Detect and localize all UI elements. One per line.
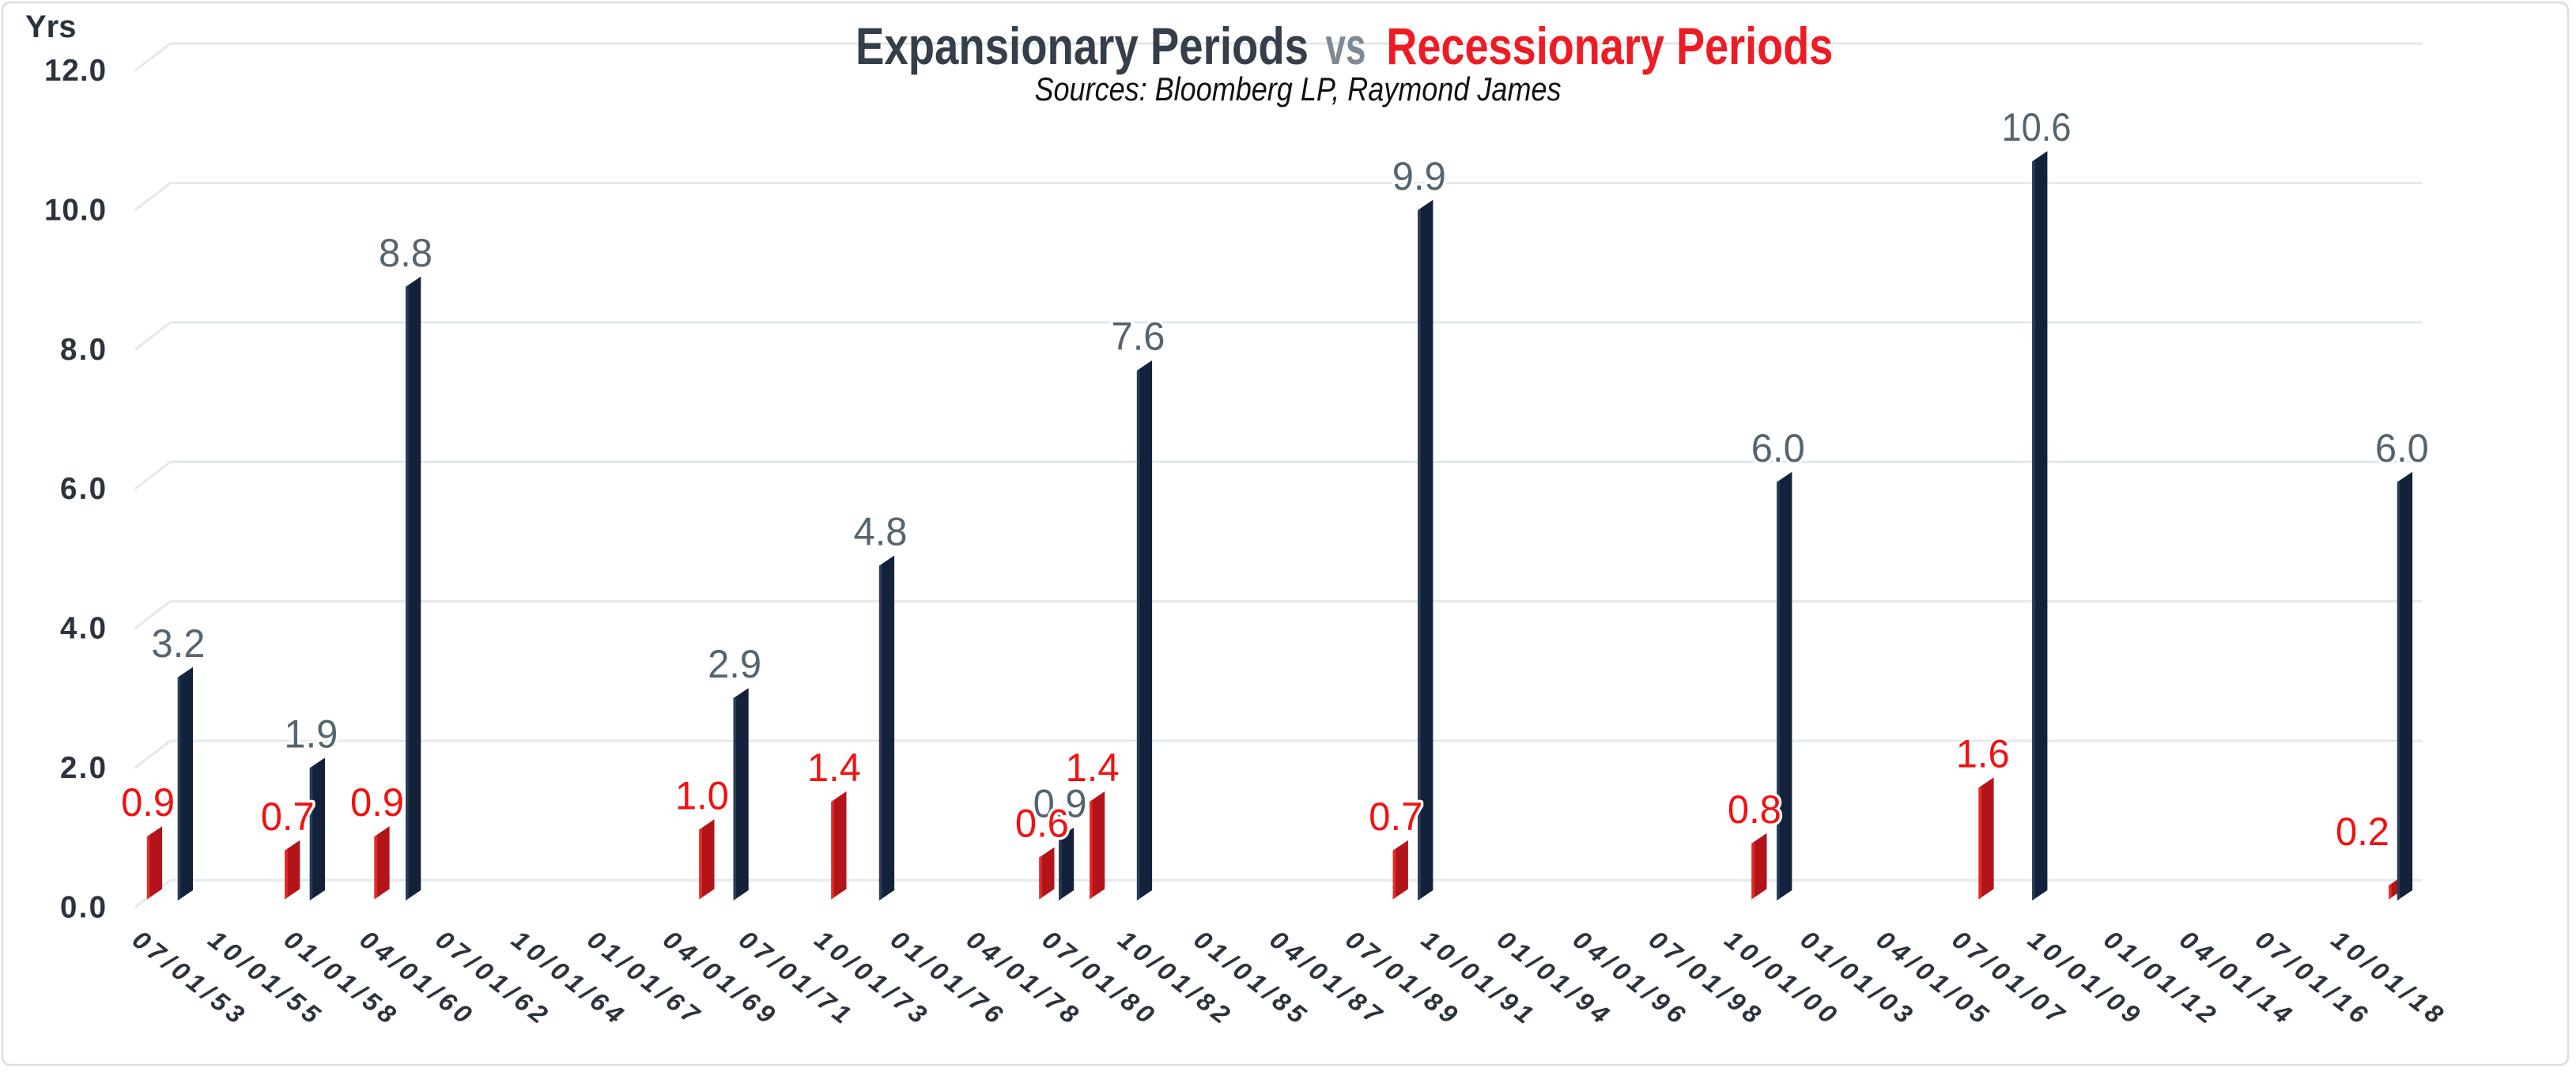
- svg-text:10.0: 10.0: [44, 193, 106, 227]
- svg-text:4.8: 4.8: [854, 510, 908, 554]
- svg-text:3.2: 3.2: [152, 621, 206, 666]
- svg-text:0.9: 0.9: [1033, 782, 1087, 826]
- svg-text:Yrs: Yrs: [25, 9, 77, 44]
- svg-text:0.9: 0.9: [121, 780, 175, 825]
- svg-text:0.7: 0.7: [261, 795, 315, 839]
- svg-text:2.0: 2.0: [60, 751, 106, 785]
- svg-text:1.6: 1.6: [1956, 731, 2010, 776]
- svg-text:9.9: 9.9: [1392, 154, 1446, 198]
- svg-text:1.0: 1.0: [675, 773, 729, 817]
- svg-text:0.7: 0.7: [1369, 795, 1422, 839]
- svg-text:2.9: 2.9: [708, 642, 761, 686]
- svg-text:8.8: 8.8: [379, 231, 432, 275]
- svg-text:12.0: 12.0: [44, 54, 106, 88]
- svg-text:Recessionary Periods: Recessionary Periods: [1386, 17, 1833, 75]
- svg-text:0.6: 0.6: [1015, 802, 1069, 846]
- svg-text:7.6: 7.6: [1112, 315, 1165, 359]
- svg-text:6.0: 6.0: [1751, 426, 1805, 470]
- svg-text:1.4: 1.4: [1066, 746, 1120, 790]
- svg-text:10.6: 10.6: [2002, 105, 2072, 149]
- svg-text:1.9: 1.9: [284, 712, 338, 756]
- svg-text:vs: vs: [1326, 17, 1366, 75]
- svg-text:4.0: 4.0: [60, 612, 106, 646]
- svg-text:8.0: 8.0: [60, 333, 106, 367]
- svg-text:0.8: 0.8: [1728, 787, 1781, 832]
- svg-text:Expansionary Periods: Expansionary Periods: [856, 17, 1309, 75]
- svg-text:0.0: 0.0: [60, 890, 106, 924]
- svg-text:0.9: 0.9: [350, 780, 404, 825]
- svg-text:6.0: 6.0: [60, 472, 106, 506]
- svg-text:1.4: 1.4: [807, 746, 861, 790]
- svg-text:Sources: Bloomberg LP, Raymond: Sources: Bloomberg LP, Raymond James: [1035, 70, 1562, 108]
- svg-text:6.0: 6.0: [2375, 426, 2429, 470]
- svg-text:0.2: 0.2: [2336, 810, 2389, 854]
